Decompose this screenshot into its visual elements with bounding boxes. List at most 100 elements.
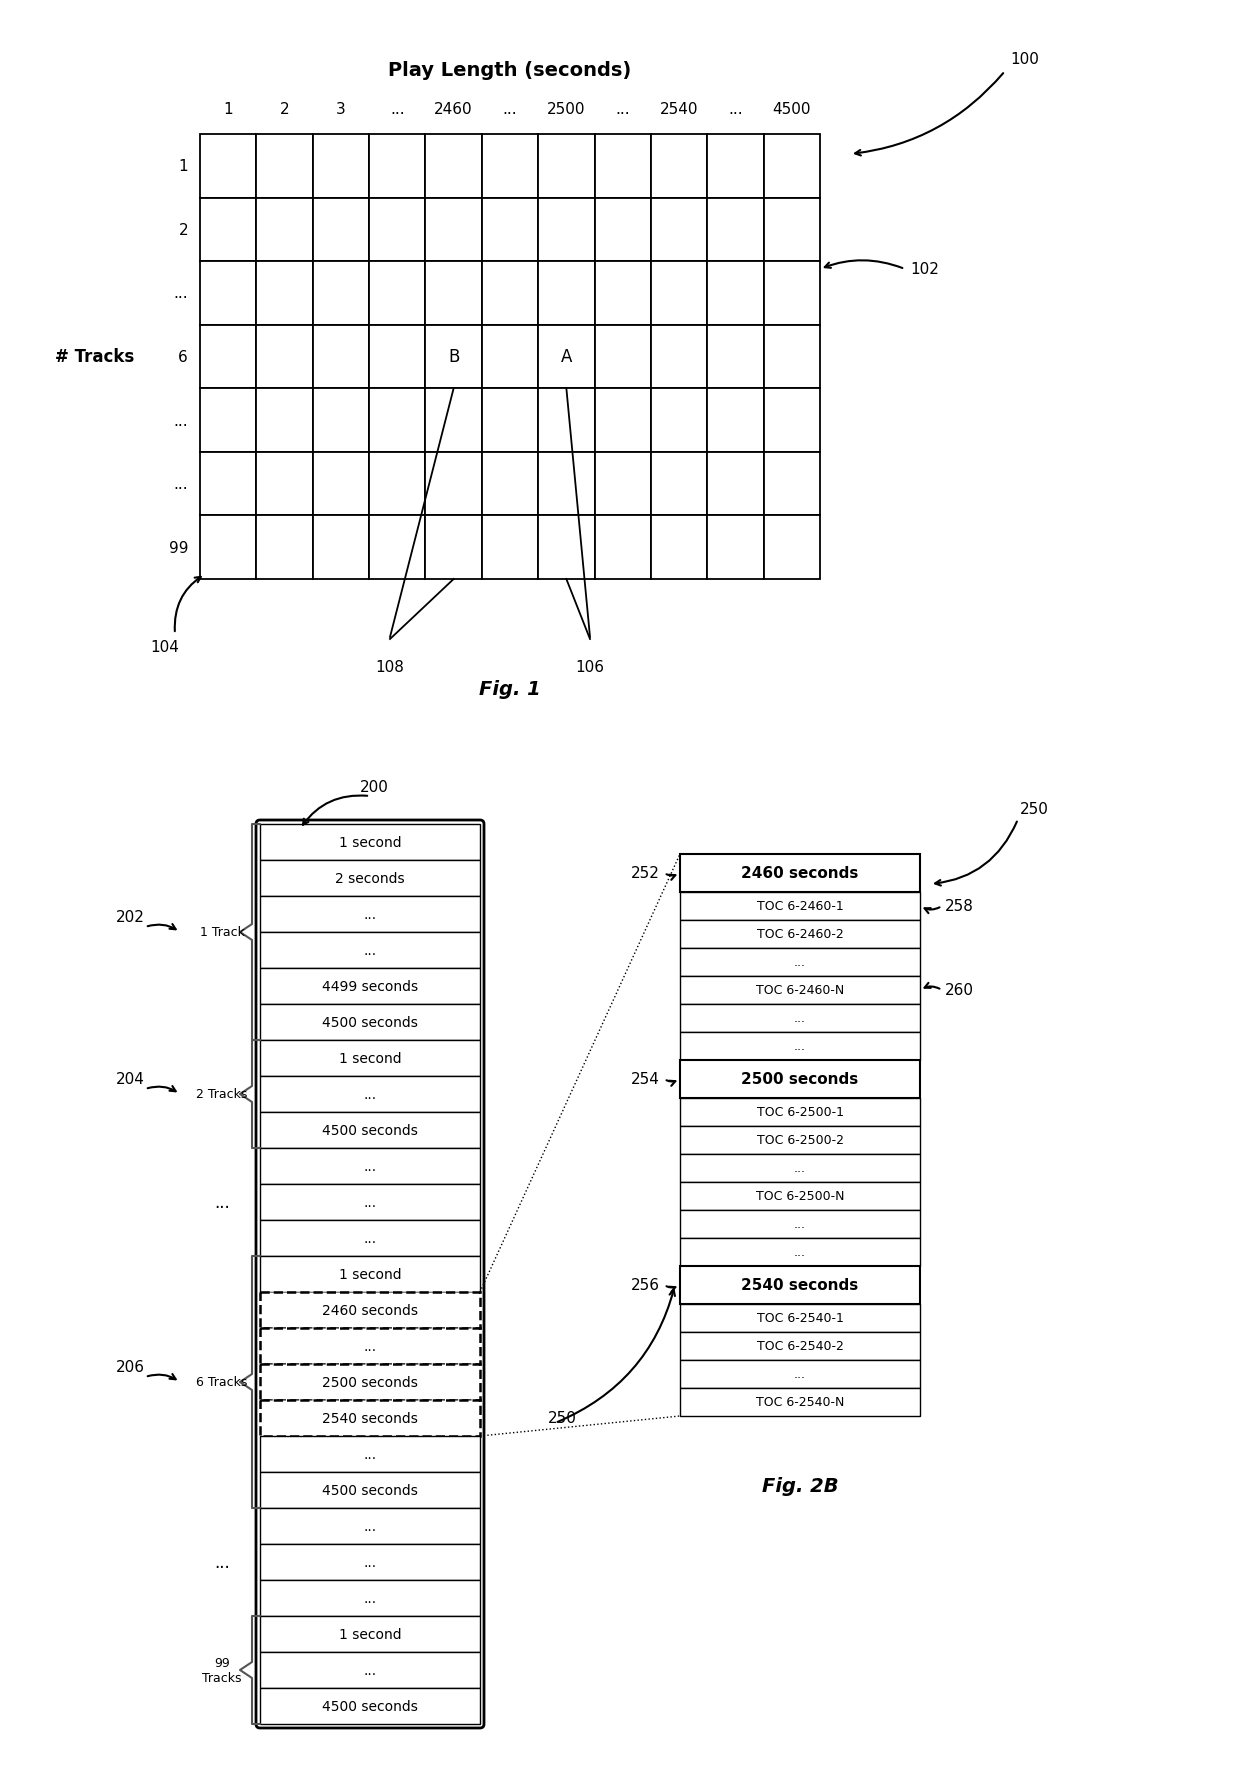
- Bar: [312, 453, 370, 517]
- Bar: [538, 517, 594, 579]
- Text: 108: 108: [376, 659, 404, 675]
- Text: 4500: 4500: [773, 102, 811, 118]
- Bar: [425, 135, 482, 198]
- Bar: [707, 326, 764, 388]
- Bar: [370, 517, 425, 579]
- Bar: [425, 198, 482, 262]
- Bar: [482, 326, 538, 388]
- Text: 204: 204: [115, 1073, 144, 1087]
- Bar: [260, 896, 480, 932]
- Text: TOC 6-2500-2: TOC 6-2500-2: [756, 1133, 843, 1148]
- Bar: [370, 388, 425, 453]
- Bar: [370, 453, 425, 517]
- Text: ...: ...: [215, 1554, 229, 1572]
- Bar: [312, 198, 370, 262]
- Bar: [260, 1472, 480, 1508]
- Bar: [200, 517, 257, 579]
- Bar: [482, 388, 538, 453]
- Bar: [680, 1181, 920, 1210]
- Text: 102: 102: [910, 262, 939, 278]
- Bar: [260, 1221, 480, 1256]
- Text: 2500 seconds: 2500 seconds: [742, 1073, 858, 1087]
- Text: ...: ...: [363, 1447, 377, 1461]
- Bar: [482, 262, 538, 326]
- Bar: [680, 1267, 920, 1304]
- Bar: [370, 135, 425, 198]
- Bar: [651, 517, 707, 579]
- Bar: [260, 1545, 480, 1581]
- Bar: [594, 262, 651, 326]
- Text: ...: ...: [794, 1041, 806, 1053]
- Bar: [257, 135, 312, 198]
- Text: 250: 250: [548, 1411, 577, 1426]
- Bar: [680, 1388, 920, 1417]
- Text: 4500 seconds: 4500 seconds: [322, 1016, 418, 1030]
- Text: 2460 seconds: 2460 seconds: [322, 1303, 418, 1317]
- Text: 2 Tracks: 2 Tracks: [196, 1087, 248, 1101]
- Text: 1 second: 1 second: [339, 1627, 402, 1641]
- Text: 99: 99: [169, 540, 188, 556]
- Text: Play Length (seconds): Play Length (seconds): [388, 61, 631, 80]
- Bar: [707, 262, 764, 326]
- Bar: [594, 517, 651, 579]
- Text: 4499 seconds: 4499 seconds: [322, 980, 418, 993]
- Bar: [257, 262, 312, 326]
- Bar: [260, 1112, 480, 1148]
- Bar: [680, 1333, 920, 1360]
- Text: ...: ...: [794, 1012, 806, 1025]
- Text: ...: ...: [363, 1231, 377, 1246]
- Text: ...: ...: [615, 102, 630, 118]
- Bar: [425, 388, 482, 453]
- Text: 200: 200: [360, 779, 389, 795]
- Bar: [260, 1365, 480, 1401]
- Text: 6: 6: [179, 349, 188, 365]
- Bar: [200, 388, 257, 453]
- Bar: [594, 453, 651, 517]
- Bar: [260, 1581, 480, 1616]
- Text: 1: 1: [179, 159, 188, 175]
- Bar: [764, 326, 820, 388]
- Text: ...: ...: [363, 1556, 377, 1570]
- Text: 2460 seconds: 2460 seconds: [742, 866, 858, 880]
- Text: 4500 seconds: 4500 seconds: [322, 1123, 418, 1137]
- Bar: [538, 388, 594, 453]
- Text: TOC 6-2540-1: TOC 6-2540-1: [756, 1312, 843, 1324]
- Bar: [680, 1098, 920, 1126]
- Text: B: B: [448, 347, 459, 367]
- Text: ...: ...: [363, 907, 377, 921]
- Bar: [482, 453, 538, 517]
- Bar: [312, 262, 370, 326]
- Text: 258: 258: [945, 898, 973, 914]
- Text: TOC 6-2500-1: TOC 6-2500-1: [756, 1107, 843, 1119]
- Bar: [680, 1155, 920, 1181]
- Text: ...: ...: [363, 943, 377, 957]
- Text: 260: 260: [945, 984, 973, 998]
- Bar: [764, 135, 820, 198]
- Bar: [370, 198, 425, 262]
- Text: ...: ...: [794, 1246, 806, 1258]
- Bar: [260, 861, 480, 896]
- Text: ...: ...: [363, 1518, 377, 1533]
- Bar: [651, 388, 707, 453]
- Bar: [370, 262, 425, 326]
- Text: ...: ...: [794, 1369, 806, 1381]
- Text: ...: ...: [794, 955, 806, 969]
- Bar: [764, 517, 820, 579]
- Bar: [764, 453, 820, 517]
- Bar: [257, 453, 312, 517]
- Bar: [200, 198, 257, 262]
- Bar: [312, 517, 370, 579]
- Text: 104: 104: [150, 640, 180, 654]
- Bar: [257, 388, 312, 453]
- Text: 106: 106: [575, 659, 605, 675]
- Bar: [538, 326, 594, 388]
- Bar: [260, 1652, 480, 1688]
- Text: 2500: 2500: [547, 102, 585, 118]
- Bar: [764, 388, 820, 453]
- Text: 100: 100: [1011, 52, 1039, 68]
- Text: TOC 6-2460-1: TOC 6-2460-1: [756, 900, 843, 912]
- Bar: [594, 135, 651, 198]
- Text: 206: 206: [115, 1360, 145, 1374]
- Bar: [680, 1060, 920, 1098]
- Text: 202: 202: [115, 911, 144, 925]
